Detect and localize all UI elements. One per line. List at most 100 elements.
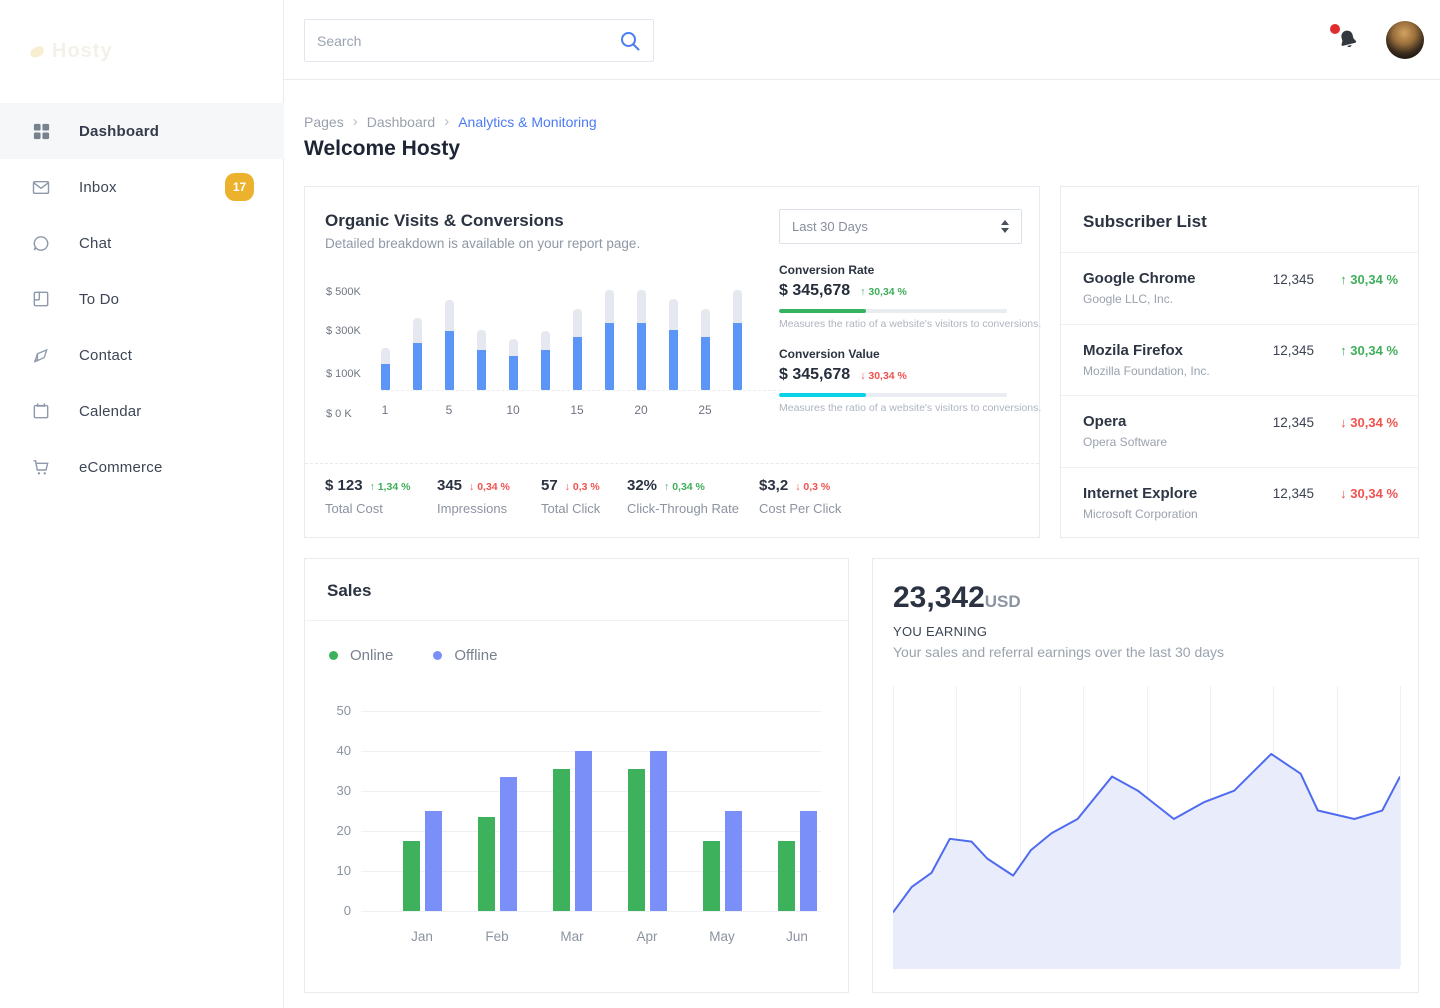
earnings-subtitle: Your sales and referral earnings over th…	[893, 644, 1225, 660]
subscriber-row-opera[interactable]: Opera Opera Software 12,345 ↓ 30,34 %	[1061, 396, 1418, 468]
sales-bar-offline	[649, 751, 667, 911]
organic-visits-card: Organic Visits & Conversions Detailed br…	[304, 186, 1041, 538]
logo[interactable]: Hosty	[28, 40, 113, 63]
x-tick-label: 15	[570, 403, 584, 417]
stat-delta: ↓ 0,3 %	[564, 481, 600, 493]
subscriber-rows: Google Chrome Google LLC, Inc. 12,345 ↑ 3…	[1061, 253, 1418, 538]
period-select[interactable]: Last 30 Days	[779, 209, 1022, 244]
select-arrows-icon	[1001, 220, 1009, 233]
organic-bar	[669, 298, 678, 390]
sidebar-item-calendar[interactable]: Calendar	[0, 383, 284, 439]
sidebar-item-ecommerce[interactable]: eCommerce	[0, 439, 284, 495]
sidebar-nav: Dashboard Inbox 17 Chat To Do	[0, 103, 284, 495]
organic-bar	[573, 308, 582, 390]
subscriber-row-internet-explore[interactable]: Internet Explore Microsoft Corporation 12…	[1061, 468, 1418, 539]
legend-label: Online	[350, 647, 394, 664]
search-box[interactable]	[304, 19, 654, 62]
subscriber-row-mozila-firefox[interactable]: Mozila Firefox Mozilla Foundation, Inc. 1…	[1061, 325, 1418, 396]
stat-delta: ↓ 0,3 %	[795, 481, 831, 493]
earnings-chart	[893, 686, 1401, 969]
x-tick-label: May	[709, 929, 735, 944]
organic-card-title: Organic Visits & Conversions	[325, 211, 564, 230]
breadcrumb-pages[interactable]: Pages	[304, 113, 344, 130]
sidebar-item-label: Inbox	[79, 178, 117, 196]
stat-cost-per-click: $3,2 ↓ 0,3 % Cost Per Click	[759, 477, 841, 516]
y-tick-label: $ 0 K	[326, 408, 352, 420]
stat-total-click: 57 ↓ 0,3 % Total Click	[541, 477, 600, 516]
book-icon	[31, 345, 51, 365]
sales-bar-online	[702, 841, 720, 911]
subscriber-company: Opera Software	[1083, 435, 1168, 450]
subscriber-row-google-chrome[interactable]: Google Chrome Google LLC, Inc. 12,345 ↑ 3…	[1061, 253, 1418, 325]
inbox-badge: 17	[225, 173, 254, 201]
period-select-value: Last 30 Days	[792, 219, 868, 234]
subscriber-company: Mozilla Foundation, Inc.	[1083, 363, 1210, 378]
bell-icon	[1341, 30, 1357, 48]
sidebar-item-label: Contact	[79, 346, 133, 364]
logo-icon	[28, 44, 46, 60]
metric-value: $ 345,678	[779, 282, 851, 299]
subscriber-count: 12,345	[1272, 486, 1314, 502]
user-avatar[interactable]	[1386, 21, 1424, 59]
breadcrumb-current[interactable]: Analytics & Monitoring	[458, 113, 597, 130]
x-tick-label: 5	[445, 403, 453, 417]
subscriber-company: Google LLC, Inc.	[1083, 292, 1174, 307]
subscriber-name: Internet Explore	[1083, 484, 1198, 502]
notifications-button[interactable]	[1330, 24, 1364, 58]
legend-label: Offline	[454, 647, 498, 664]
stat-total-cost: $ 123 ↑ 1,34 % Total Cost	[325, 477, 410, 516]
gridline	[1400, 686, 1401, 966]
legend-item-online[interactable]: Online	[329, 647, 393, 664]
chevron-right-icon: ›	[444, 113, 450, 130]
notification-dot	[1330, 24, 1340, 34]
stat-value: 345	[437, 477, 463, 494]
y-tick-label: $ 300K	[326, 325, 361, 337]
sidebar-item-label: Calendar	[79, 402, 142, 420]
organic-bar	[477, 330, 486, 390]
stat-label: Cost Per Click	[759, 501, 842, 516]
search-icon[interactable]	[619, 30, 641, 52]
sidebar-item-label: eCommerce	[79, 458, 163, 476]
cart-icon	[31, 457, 51, 477]
x-tick-label: Feb	[485, 929, 509, 944]
sidebar-item-inbox[interactable]: Inbox 17	[0, 159, 284, 215]
legend-item-offline[interactable]: Offline	[433, 647, 497, 664]
stat-label: Total Cost	[325, 501, 383, 516]
x-tick-label: 10	[506, 403, 520, 417]
subscriber-delta: ↑ 30,34 %	[1340, 343, 1398, 359]
metric-label: Conversion Value	[779, 347, 880, 361]
sidebar-item-contact[interactable]: Contact	[0, 327, 284, 383]
gridline	[893, 686, 894, 966]
sales-bar-online	[477, 817, 495, 911]
subscriber-name: Opera	[1083, 413, 1127, 431]
metric-delta: ↓ 30,34 %	[860, 370, 907, 382]
stat-delta: ↓ 0,34 %	[469, 481, 510, 493]
subscriber-list-title: Subscriber List	[1083, 212, 1207, 231]
sidebar-item-chat[interactable]: Chat	[0, 215, 284, 271]
conversion-rate-block: Conversion Rate $ 345,678 ↑ 30,34 % Meas…	[779, 263, 1041, 330]
sales-bar-offline	[499, 777, 517, 911]
sales-title: Sales	[327, 581, 372, 600]
gridline	[956, 686, 958, 966]
sidebar-item-label: Dashboard	[79, 122, 160, 140]
sidebar-item-dashboard[interactable]: Dashboard	[0, 103, 284, 159]
sidebar-item-todo[interactable]: To Do	[0, 271, 284, 327]
chat-icon	[31, 233, 51, 253]
earnings-currency: USD	[984, 592, 1021, 611]
stat-value: $3,2	[759, 477, 789, 494]
gridline	[361, 711, 821, 712]
search-input[interactable]	[305, 32, 619, 49]
sidebar-item-label: Chat	[79, 234, 112, 252]
organic-bar	[701, 308, 710, 390]
sidebar-item-label: To Do	[79, 290, 120, 308]
mail-icon	[31, 177, 51, 197]
y-tick-label: 30	[336, 783, 351, 798]
page-title: Welcome Hosty	[304, 137, 460, 160]
gridline	[1019, 686, 1021, 966]
sales-bar-online	[402, 841, 420, 911]
earnings-label: YOU EARNING	[893, 624, 988, 639]
breadcrumb-dashboard[interactable]: Dashboard	[366, 113, 436, 130]
sales-bar-online	[627, 769, 645, 911]
organic-bar	[445, 299, 454, 390]
